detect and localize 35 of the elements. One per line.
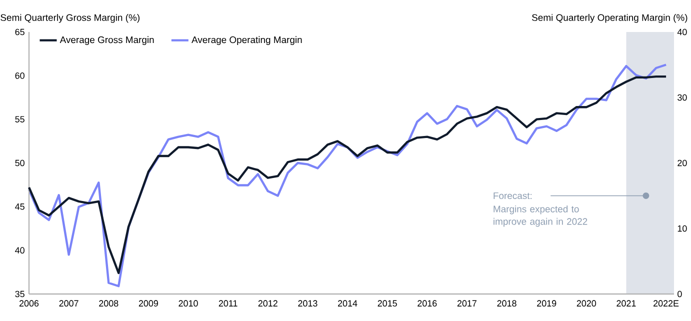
y-tick-label: 65 bbox=[15, 28, 24, 36]
legend-label: Average Gross Margin bbox=[60, 36, 154, 46]
x-tick-label: 2017 bbox=[457, 300, 476, 307]
x-tick-label: 2018 bbox=[497, 300, 516, 307]
y2-tick-label: 20 bbox=[678, 160, 687, 166]
y-tick-label: 35 bbox=[15, 290, 24, 298]
x-tick-label: 2007 bbox=[59, 300, 78, 307]
x-tick-label: 2015 bbox=[378, 300, 397, 307]
legend-label: Average Operating Margin bbox=[192, 36, 302, 46]
x-tick-label: 2014 bbox=[338, 300, 358, 307]
y-tick-label: 45 bbox=[15, 204, 24, 210]
y-tick-label: 60 bbox=[15, 72, 24, 79]
x-tick-label: 2006 bbox=[19, 300, 39, 307]
x-tick-label: 2012 bbox=[258, 300, 278, 307]
y2-axis-title: Semi Quarterly Operating Margin (%) bbox=[532, 14, 688, 23]
y2-tick-label: 0 bbox=[678, 290, 682, 298]
x-tick-label: 2016 bbox=[418, 300, 437, 307]
y2-tick-label: 40 bbox=[677, 28, 687, 36]
x-tick-label: 2008 bbox=[99, 300, 118, 307]
x-tick-label: 2021 bbox=[616, 300, 636, 307]
annotation: Forecast: bbox=[494, 192, 532, 200]
y-tick-label: 55 bbox=[15, 116, 24, 122]
x-tick-label: 2020 bbox=[576, 300, 596, 307]
x-tick-label: 2019 bbox=[537, 300, 556, 307]
x-tick-label: 2022E bbox=[654, 300, 679, 307]
y2-tick-label: 30 bbox=[678, 94, 687, 101]
x-tick-label: 2011 bbox=[218, 300, 238, 307]
x-tick-label: 2013 bbox=[298, 300, 318, 307]
x-tick-label: 2009 bbox=[138, 300, 158, 307]
y2-tick-label: 10 bbox=[678, 225, 687, 232]
x-tick-label: 2010 bbox=[178, 300, 198, 307]
y-tick-label: 50 bbox=[15, 160, 24, 166]
annotation: Margins expected to improve again in 2022 bbox=[494, 205, 588, 227]
y-tick-label: 40 bbox=[15, 247, 24, 254]
y-axis-title: Semi Quarterly Gross Margin (%) bbox=[0, 14, 140, 23]
